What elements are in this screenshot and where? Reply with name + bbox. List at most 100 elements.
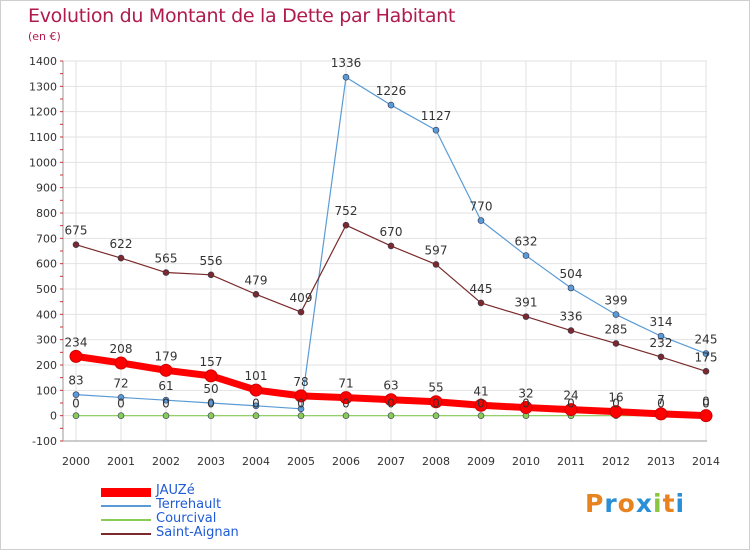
proxiti-logo: Proxiti	[585, 489, 685, 518]
data-point	[477, 299, 485, 307]
data-point	[699, 409, 713, 423]
data-point	[117, 412, 125, 419]
data-label: 0	[387, 397, 395, 411]
data-point	[477, 412, 485, 419]
x-tick-label: 2002	[152, 455, 180, 468]
y-tick-label: 800	[36, 207, 57, 220]
data-label: 770	[470, 200, 493, 214]
y-tick-label: 1100	[29, 131, 57, 144]
data-point	[657, 332, 665, 340]
chart-subtitle: (en €)	[28, 30, 61, 43]
legend-swatch	[101, 519, 151, 521]
data-point	[297, 412, 305, 419]
data-label: 245	[695, 333, 718, 347]
data-label: 504	[560, 267, 583, 281]
data-label: 0	[162, 397, 170, 411]
data-point	[432, 126, 440, 134]
logo-letter: P	[585, 489, 605, 518]
logo-letter: i	[653, 489, 663, 518]
x-tick-label: 2000	[62, 455, 90, 468]
data-point	[564, 403, 578, 417]
data-label: 479	[245, 273, 268, 287]
data-point	[72, 241, 80, 248]
data-label: 232	[650, 336, 673, 350]
data-point	[207, 271, 215, 279]
data-label: 0	[567, 397, 575, 411]
data-point	[612, 340, 620, 347]
data-label: 24	[563, 389, 578, 403]
data-label: 0	[207, 397, 215, 411]
data-label: 1336	[331, 56, 362, 70]
data-point	[162, 396, 170, 404]
legend-label: Saint-Aignan	[156, 525, 239, 540]
y-tick-label: 900	[36, 182, 57, 195]
data-point	[702, 368, 710, 375]
data-point	[297, 308, 305, 316]
y-tick-label: 1200	[29, 106, 57, 119]
y-tick-label: 1000	[29, 156, 57, 169]
data-label: 622	[110, 237, 133, 251]
legend-label: Terrehault	[156, 497, 222, 512]
data-point	[657, 353, 665, 361]
data-label: 1226	[376, 84, 407, 98]
data-point	[519, 401, 533, 415]
plot-area	[63, 61, 707, 441]
data-label: 0	[477, 397, 485, 411]
data-point	[522, 313, 530, 320]
data-label: 0	[72, 397, 80, 411]
x-tick-label: 2005	[287, 455, 315, 468]
data-label: 0	[117, 397, 125, 411]
data-label: 0	[612, 397, 620, 411]
logo-letter: t	[662, 489, 676, 518]
data-label: 0	[297, 397, 305, 411]
data-point	[69, 349, 83, 363]
y-tick-label: 500	[36, 283, 57, 296]
data-point	[474, 398, 488, 412]
data-label: 41	[473, 384, 488, 398]
data-label: 101	[245, 369, 268, 383]
data-point	[252, 412, 260, 419]
y-tick-label: 100	[36, 384, 57, 397]
legend-label: JAUZé	[156, 483, 195, 498]
data-point	[162, 269, 170, 276]
data-label: 0	[702, 397, 710, 411]
data-point	[72, 412, 80, 419]
data-label: 0	[432, 397, 440, 411]
x-tick-label: 2009	[467, 455, 495, 468]
y-tick-label: 1400	[29, 55, 57, 68]
data-label: 7	[657, 393, 665, 407]
data-point	[252, 402, 260, 410]
data-label: 752	[335, 204, 358, 218]
data-point	[342, 73, 350, 81]
data-label: 208	[110, 342, 133, 356]
chart-title: Evolution du Montant de la Dette par Hab…	[28, 5, 456, 27]
legend-swatch	[101, 487, 151, 497]
data-point	[207, 399, 215, 407]
x-tick-label: 2010	[512, 455, 540, 468]
data-label: 0	[702, 395, 710, 409]
y-tick-label: 700	[36, 232, 57, 245]
y-tick-label: 600	[36, 258, 57, 271]
data-point	[117, 394, 125, 401]
y-tick-label: 300	[36, 334, 57, 347]
x-tick-label: 2006	[332, 455, 360, 468]
data-point	[294, 389, 308, 403]
x-tick-label: 2014	[692, 455, 720, 468]
data-point	[117, 254, 125, 262]
data-point	[339, 391, 353, 405]
data-point	[432, 412, 440, 419]
data-label: 72	[113, 376, 128, 390]
y-tick-label: -100	[32, 435, 57, 448]
data-point	[477, 217, 485, 224]
data-point	[114, 356, 128, 370]
data-label: 670	[380, 225, 403, 239]
x-tick-label: 2012	[602, 455, 630, 468]
data-label: 78	[293, 375, 308, 389]
data-label: 63	[383, 379, 398, 393]
data-label: 61	[158, 379, 173, 393]
data-point	[654, 407, 668, 421]
data-point	[429, 395, 443, 409]
data-label: 314	[650, 315, 673, 329]
data-label: 285	[605, 322, 628, 336]
data-point	[387, 242, 395, 250]
